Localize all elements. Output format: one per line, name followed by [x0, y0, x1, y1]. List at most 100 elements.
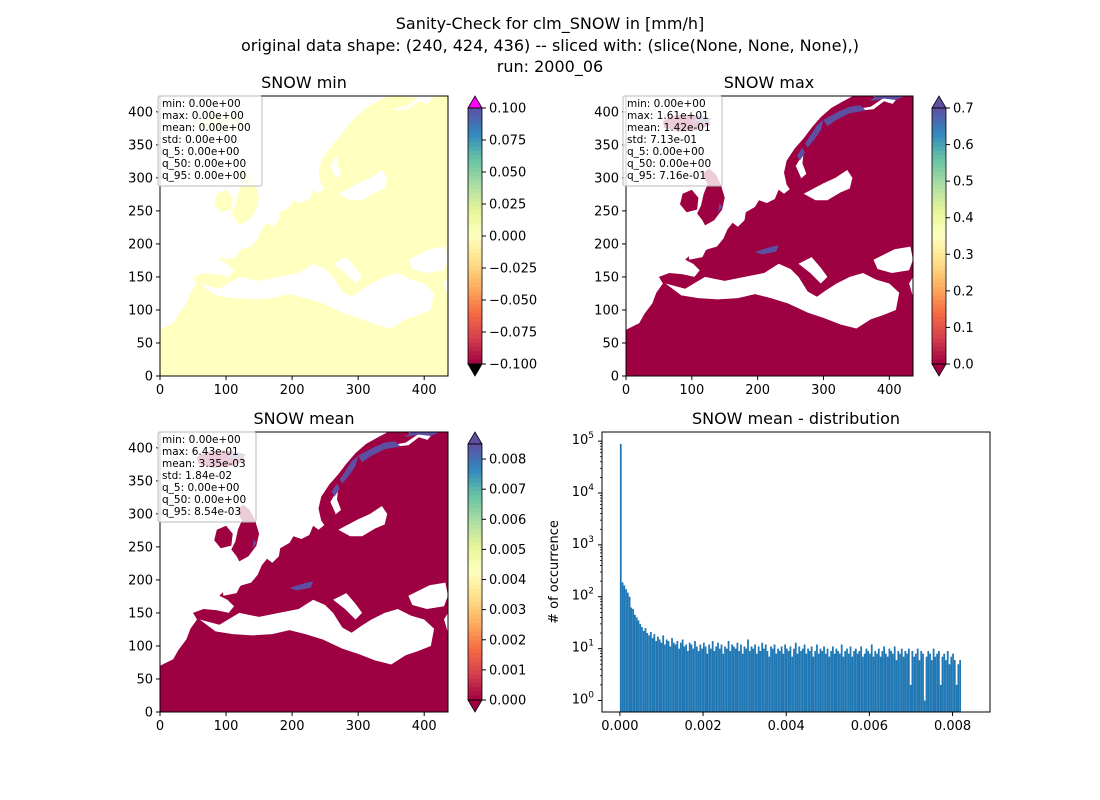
- histogram-bar: [817, 653, 820, 712]
- colorbar-segment: [932, 193, 946, 199]
- histogram-bar: [657, 636, 659, 712]
- y-tick-label: 300: [594, 171, 619, 186]
- colorbar-tick-label: 0.002: [489, 633, 526, 648]
- snow-region-2: [797, 147, 805, 161]
- colorbar-segment: [468, 223, 482, 229]
- sea-region-6: [687, 245, 707, 260]
- colorbar-segment: [468, 210, 482, 216]
- colorbar-segment: [468, 631, 482, 637]
- y-tick-label: 100: [572, 690, 595, 707]
- colorbar-segment: [468, 584, 482, 590]
- histogram-bar: [644, 627, 647, 712]
- ticks-snow-max: 0 100 200 300 400 0 50 100 150 200 250 300 350 400: [594, 105, 902, 398]
- histogram-bar: [738, 650, 741, 712]
- sea-region-1: [333, 593, 363, 620]
- colorbar-segment: [932, 176, 946, 182]
- colorbar-segment: [468, 236, 482, 241]
- histogram-bar: [787, 650, 790, 712]
- colorbar-segment: [932, 180, 946, 186]
- x-tick-label: 0.002: [684, 719, 721, 734]
- y-tick-label: 300: [128, 507, 153, 522]
- snow-region-3: [404, 432, 441, 438]
- y-tick-label: 50: [136, 672, 153, 687]
- histogram-bar: [865, 648, 868, 712]
- histogram-bar: [872, 656, 875, 712]
- colorbar-segment: [468, 550, 482, 556]
- histogram-bar: [934, 656, 937, 712]
- snow-region-2: [331, 483, 340, 497]
- x-tick-label: 200: [745, 383, 770, 398]
- stat-min: min: 0.00e+00: [162, 98, 241, 110]
- histogram-bar: [897, 650, 900, 712]
- x-tick-label: 400: [877, 383, 902, 398]
- histogram-bar: [939, 684, 942, 712]
- y-tick-label: 102: [572, 587, 594, 604]
- sea-region-1: [333, 257, 363, 284]
- histogram-bar: [750, 646, 753, 712]
- colorbar-segment: [468, 554, 482, 560]
- colorbar-segment: [468, 670, 482, 675]
- histogram-bar: [623, 585, 626, 712]
- histogram-bar: [757, 646, 760, 712]
- histogram-bar: [764, 644, 767, 712]
- colorbar-segment: [932, 270, 946, 275]
- colorbar-segment: [468, 661, 482, 667]
- land-region-4: [214, 189, 233, 213]
- colorbar-segment: [468, 287, 482, 293]
- x-tick-label: 200: [280, 383, 305, 398]
- histogram-bar: [909, 684, 912, 712]
- colorbar-segment: [468, 231, 482, 237]
- y-tick-label: 350: [128, 138, 153, 153]
- colorbar-segment: [468, 559, 482, 565]
- colorbar-segment: [932, 129, 946, 135]
- colorbar-tick-label: 0.000: [489, 230, 526, 245]
- y-tick-label: 250: [128, 204, 153, 219]
- histogram-bar: [867, 650, 870, 712]
- colorbar-segment: [468, 597, 482, 603]
- colorbar-segment: [468, 695, 482, 701]
- colorbar-segment: [468, 163, 482, 169]
- x-tick-label: 0.004: [768, 719, 805, 734]
- histogram-bar: [759, 650, 762, 712]
- figure-title: Sanity-Check for clm_SNOW in [mm/h] orig…: [241, 14, 859, 77]
- histogram-bar: [807, 648, 809, 712]
- colorbar-segment: [932, 300, 946, 305]
- sea-region-1: [798, 257, 828, 284]
- colorbar-segment: [468, 640, 482, 646]
- colorbar-segment: [468, 533, 482, 539]
- colorbar-extend-bottom: [467, 699, 483, 713]
- colorbar-segment: [468, 257, 482, 263]
- colorbar-segment: [932, 334, 946, 339]
- histogram-bar: [930, 660, 933, 712]
- histogram-bar: [625, 589, 627, 712]
- histogram-bar: [913, 656, 916, 712]
- sea-region-3: [444, 612, 448, 633]
- colorbar-segment: [932, 137, 946, 143]
- y-tick-label: 104: [572, 483, 595, 500]
- colorbar-segment: [468, 529, 482, 535]
- histogram-bar: [916, 648, 919, 712]
- y-tick-label: 200: [128, 237, 153, 252]
- colorbar-tick-label: 0.005: [489, 543, 526, 558]
- colorbar-snow-mean: 0.008 0.007 0.006 0.005 0.004 0.003 0.002 0.001…: [467, 431, 526, 713]
- colorbar-segment: [932, 112, 946, 118]
- sea-region-2: [873, 246, 913, 273]
- histogram-bar: [687, 650, 689, 712]
- histogram-bar: [695, 646, 698, 712]
- colorbar-segment: [932, 125, 946, 130]
- histogram-bar: [775, 653, 778, 712]
- colorbar-segment: [932, 295, 946, 301]
- colorbar-segment: [932, 351, 946, 357]
- colorbar-segment: [468, 159, 482, 165]
- histogram-bar: [761, 642, 764, 712]
- histogram-bar: [681, 639, 684, 712]
- histogram-bar: [766, 650, 769, 712]
- histogram-bar: [849, 646, 852, 712]
- colorbar-segment: [468, 495, 482, 501]
- colorbar-segment: [468, 351, 482, 357]
- histogram-bar: [851, 656, 854, 712]
- histogram-bar: [639, 623, 642, 712]
- colorbar-segment: [932, 287, 946, 293]
- colorbar-segment: [932, 189, 946, 194]
- figure-title-line-3: run: 2000_06: [497, 57, 603, 77]
